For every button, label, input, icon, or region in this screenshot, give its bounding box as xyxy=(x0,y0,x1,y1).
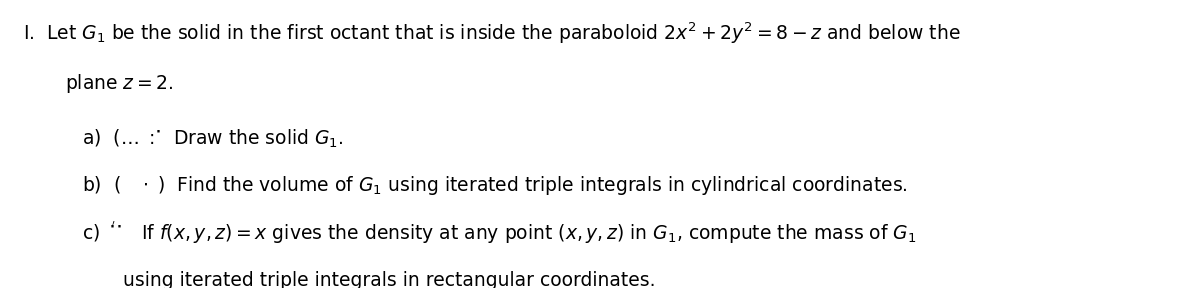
Text: c)  ${}^{\boldsymbol{'}}\!\!{}^{\boldsymbol{\cdot\cdot}}\;$  If $f(x, y, z) = x$: c) ${}^{\boldsymbol{'}}\!\!{}^{\boldsymb… xyxy=(82,220,917,246)
Text: I.  Let $G_1$ be the solid in the first octant that is inside the paraboloid $2x: I. Let $G_1$ be the solid in the first o… xyxy=(24,20,961,46)
Text: a)  $(\ldots\ :\!{}^{\boldsymbol{\cdot}}$  Draw the solid $G_1$.: a) $(\ldots\ :\!{}^{\boldsymbol{\cdot}}$… xyxy=(82,128,343,150)
Text: b)  $(\quad\cdot\;)$  Find the volume of $G_1$ using iterated triple integrals i: b) $(\quad\cdot\;)$ Find the volume of $… xyxy=(82,174,908,197)
Text: using iterated triple integrals in rectangular coordinates.: using iterated triple integrals in recta… xyxy=(124,271,655,288)
Text: plane $z = 2$.: plane $z = 2$. xyxy=(65,72,173,94)
